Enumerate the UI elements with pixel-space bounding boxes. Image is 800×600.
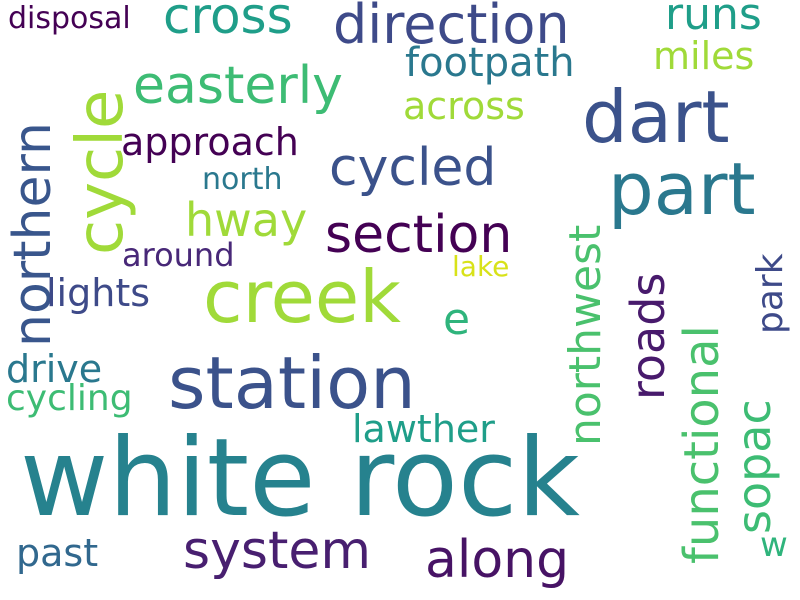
word-hway: hway <box>185 193 307 247</box>
word-easterly: easterly <box>133 56 343 116</box>
word-across: across <box>403 84 525 128</box>
word-e: e <box>443 294 470 345</box>
word-lights: lights <box>46 271 150 315</box>
word-part: part <box>608 147 756 231</box>
word-cycle: cycle <box>64 90 138 255</box>
word-station: station <box>168 341 416 425</box>
word-north: north <box>202 162 282 197</box>
word-white-rock: white rock <box>20 416 580 541</box>
word-functional: functional <box>674 325 730 564</box>
word-along: along <box>425 530 569 590</box>
word-drive: drive <box>6 347 102 391</box>
word-creek: creek <box>203 255 401 339</box>
word-past: past <box>16 531 98 575</box>
word-cross: cross <box>163 0 293 45</box>
word-approach: approach <box>121 120 299 164</box>
word-northwest: northwest <box>560 225 611 446</box>
word-footpath: footpath <box>405 40 575 86</box>
word-dart: dart <box>582 75 730 159</box>
word-lawther: lawther <box>352 407 495 451</box>
word-system: system <box>183 521 371 581</box>
word-direction: direction <box>333 0 570 56</box>
word-section: section <box>325 205 512 265</box>
word-cycling: cycling <box>6 378 133 419</box>
word-cycled: cycled <box>329 138 496 198</box>
word-lake: lake <box>452 250 509 283</box>
word-park: park <box>750 253 791 334</box>
word-northern: northern <box>3 122 63 347</box>
word-miles: miles <box>653 34 754 78</box>
word-roads: roads <box>621 273 675 400</box>
word-around: around <box>122 236 235 274</box>
word-disposal: disposal <box>8 1 131 36</box>
word-runs: runs <box>665 0 762 40</box>
word-sopac: sopac <box>727 399 781 534</box>
word-w: w <box>760 525 788 565</box>
